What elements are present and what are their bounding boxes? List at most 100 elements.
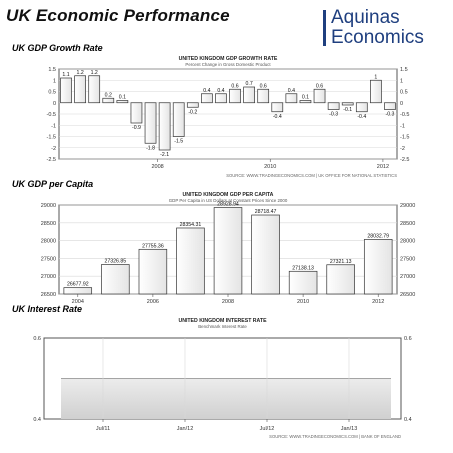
- data-label: 1: [374, 74, 377, 80]
- data-label: 28354.31: [180, 222, 202, 228]
- y-tick-label-left: -1.5: [47, 135, 56, 141]
- bar: [101, 264, 130, 295]
- data-label: 26677.92: [67, 282, 89, 288]
- bar: [341, 102, 354, 106]
- bar: [144, 102, 157, 144]
- y-tick-label-left: 28500: [41, 221, 56, 227]
- data-label: 0.6: [231, 83, 238, 89]
- bar: [138, 248, 168, 295]
- data-label: 28928.94: [217, 202, 239, 208]
- y-tick-label-left: -2.5: [47, 157, 56, 163]
- bar: [251, 214, 280, 295]
- chart-subtitle: Percent Change in Gross Domestic Product: [185, 62, 271, 67]
- bar: [158, 102, 171, 151]
- data-label: 0.1: [119, 95, 126, 101]
- y-tick-label-right: 0.6: [404, 336, 412, 342]
- chart-title: UNITED KINGDOM INTEREST RATE: [178, 318, 267, 324]
- data-label: 0.1: [302, 95, 309, 101]
- chart-title: UNITED KINGDOM GDP PER CAPITA: [183, 192, 274, 198]
- chart-title: UNITED KINGDOM GDP GROWTH RATE: [179, 56, 278, 62]
- bar: [60, 77, 72, 104]
- logo-bar: [323, 10, 326, 46]
- data-label: 0.6: [316, 83, 323, 89]
- bar: [201, 93, 213, 104]
- y-tick-label-right: -1: [400, 123, 405, 129]
- y-tick-label-left: 1: [53, 78, 56, 84]
- bar: [271, 102, 284, 113]
- y-tick-label-right: 26500: [400, 292, 415, 298]
- data-label: 0.4: [288, 88, 295, 94]
- chart-subtitle: GDP Per Capita in US Dollars at Constant…: [169, 198, 288, 203]
- bar: [384, 102, 396, 110]
- bar: [243, 86, 255, 104]
- data-label: 1.2: [77, 70, 84, 76]
- bar: [313, 88, 326, 104]
- bar: [88, 75, 101, 104]
- data-label: -1.5: [174, 139, 183, 145]
- data-label: -2.1: [160, 152, 169, 158]
- y-tick-label-right: -2.5: [400, 157, 409, 163]
- x-tick-label: 2004: [72, 299, 84, 305]
- data-label: 0.4: [217, 88, 224, 94]
- y-tick-label-right: -0.5: [400, 112, 409, 118]
- data-label: 27755.36: [142, 243, 164, 249]
- bar: [215, 93, 227, 104]
- y-tick-label-left: 27000: [41, 274, 56, 280]
- y-tick-label-left: 1.5: [48, 67, 56, 73]
- y-tick-label-left: -0.5: [47, 112, 56, 118]
- data-label: -0.2: [188, 109, 197, 115]
- data-label: -0.3: [329, 112, 338, 118]
- data-label: -0.4: [357, 114, 366, 120]
- x-tick-label: 2008: [222, 299, 234, 305]
- x-tick-label: 2010: [297, 299, 309, 305]
- area-fill: [61, 378, 391, 419]
- bar: [363, 239, 393, 295]
- bar: [288, 270, 318, 295]
- y-tick-label-right: 0.5: [400, 90, 408, 96]
- data-label: 27321.13: [330, 259, 352, 265]
- x-tick-label: Jan/12: [177, 426, 194, 432]
- x-tick-label: 2006: [147, 299, 159, 305]
- section-title-interest-rate: UK Interest Rate: [12, 304, 83, 314]
- y-tick-label-left: 0: [53, 101, 56, 107]
- bar: [130, 102, 143, 124]
- data-label: -0.4: [273, 114, 282, 120]
- y-tick-label-right: 27000: [400, 274, 415, 280]
- data-label: 0.7: [246, 81, 253, 87]
- y-tick-label-left: 26500: [41, 292, 56, 298]
- y-tick-label-right: 1.5: [400, 67, 408, 73]
- bar: [116, 100, 129, 104]
- brand-name-line1: Aquinas: [331, 7, 400, 28]
- y-tick-label-left: 29000: [41, 203, 56, 209]
- chart-subtitle: Benchmark Interest Rate: [198, 324, 247, 329]
- x-tick-label: 2012: [372, 299, 384, 305]
- data-label: 0.6: [260, 83, 267, 89]
- bar: [257, 88, 270, 104]
- data-label: -0.1: [343, 107, 352, 113]
- bar: [213, 207, 243, 295]
- bar: [63, 287, 93, 295]
- bar: [229, 88, 241, 104]
- data-label: -1.8: [146, 145, 155, 151]
- bar: [102, 97, 115, 104]
- y-tick-label-left: 0.5: [48, 90, 56, 96]
- y-tick-label-right: 0.4: [404, 417, 412, 423]
- bar: [186, 102, 199, 108]
- x-tick-label: 2010: [264, 164, 276, 170]
- bar: [172, 102, 185, 137]
- page-title: UK Economic Performance: [6, 6, 230, 25]
- data-label: -0.9: [132, 125, 141, 131]
- y-tick-label-right: 1: [400, 78, 403, 84]
- bar: [327, 102, 340, 110]
- x-tick-label: 2008: [151, 164, 163, 170]
- bar: [285, 93, 298, 104]
- x-tick-label: Jul/11: [96, 426, 110, 432]
- y-tick-label-left: -1: [51, 123, 56, 129]
- y-tick-label-left: 27500: [41, 256, 56, 262]
- y-tick-label-right: -2: [400, 146, 405, 152]
- data-label: 28032.79: [367, 233, 389, 239]
- data-label: 27326.85: [105, 259, 127, 265]
